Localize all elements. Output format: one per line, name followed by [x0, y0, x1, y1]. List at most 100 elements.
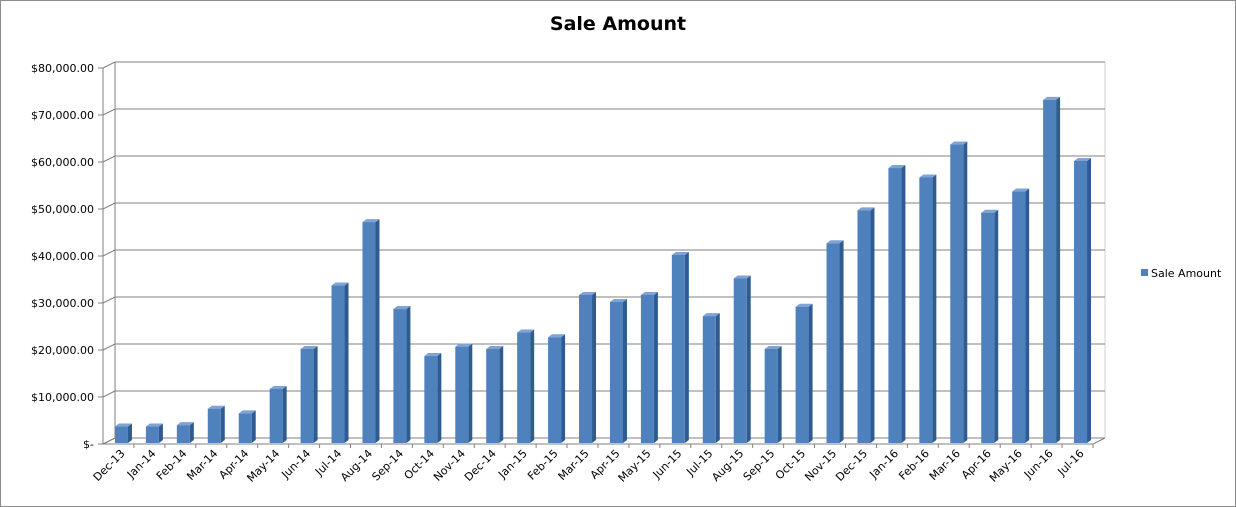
chart-title: Sale Amount — [549, 13, 687, 35]
bar — [702, 316, 716, 443]
bar-top — [981, 209, 999, 213]
bar — [517, 332, 531, 443]
bar-side — [406, 306, 411, 443]
x-tick-label: May-15 — [616, 447, 654, 485]
x-tick-label: Feb-14 — [154, 447, 190, 483]
bar-top — [393, 306, 411, 310]
bar-top — [857, 207, 875, 211]
bar-top — [919, 174, 937, 178]
bar — [950, 144, 964, 444]
x-tick-label: Nov-15 — [802, 447, 839, 484]
x-tick-label: Jan-14 — [124, 447, 159, 482]
x-tick-label: Jul-16 — [1055, 447, 1087, 479]
bar — [362, 222, 376, 443]
bar-top — [362, 219, 380, 223]
bar — [145, 426, 159, 443]
x-tick-label: Oct-14 — [402, 447, 437, 482]
bar — [857, 210, 871, 443]
bar-top — [207, 405, 225, 409]
bar — [795, 306, 809, 443]
bar-top — [176, 422, 194, 426]
bar-side — [622, 299, 627, 443]
bar — [733, 278, 747, 443]
bar-side — [994, 209, 999, 443]
bar — [919, 177, 933, 443]
x-tick-label: Mar-15 — [556, 447, 592, 483]
bar-top — [640, 291, 658, 295]
bar-side — [220, 405, 225, 443]
bar-top — [826, 240, 844, 244]
side-wall-gridline — [102, 61, 116, 69]
bar-side — [561, 334, 566, 443]
bar — [424, 356, 438, 443]
bar — [393, 309, 407, 443]
bar-side — [715, 313, 720, 443]
bar-side — [127, 423, 132, 443]
legend-swatch — [1141, 269, 1148, 276]
bar-side — [901, 165, 906, 444]
side-wall-gridline — [102, 390, 116, 398]
bar — [331, 285, 345, 443]
bar — [1012, 191, 1026, 443]
bar-side — [932, 174, 937, 443]
bar-top — [455, 343, 473, 347]
bar-top — [145, 423, 163, 427]
bar — [300, 349, 314, 443]
y-tick-label: $40,000.00 — [31, 250, 94, 263]
bar-side — [375, 219, 380, 443]
x-tick-label: Oct-15 — [773, 447, 808, 482]
bar-top — [238, 410, 256, 414]
x-tick-label: Sep-14 — [369, 447, 406, 484]
bar-side — [282, 385, 287, 443]
legend-label: Sale Amount — [1151, 267, 1222, 280]
bar-top — [1043, 96, 1061, 100]
x-tick-label: Aug-14 — [338, 447, 375, 484]
bar-top — [795, 303, 813, 307]
y-tick-label: $80,000.00 — [31, 62, 94, 75]
x-tick-label: Dec-14 — [462, 447, 499, 484]
y-tick-label: $70,000.00 — [31, 109, 94, 122]
side-wall-gridline — [102, 155, 116, 163]
bar-side — [313, 346, 318, 443]
bar-side — [808, 303, 813, 443]
bar-top — [114, 423, 132, 427]
y-tick-label: $30,000.00 — [31, 297, 94, 310]
bar-top — [764, 346, 782, 349]
x-tick-label: Mar-16 — [927, 447, 963, 483]
bar-top — [702, 313, 720, 317]
x-tick-label: Jun-16 — [1021, 447, 1056, 482]
x-tick-label: Feb-15 — [525, 447, 561, 483]
x-tick-label: Nov-14 — [431, 447, 468, 484]
bar-top — [300, 346, 318, 349]
x-tick-label: Jun-15 — [650, 447, 685, 482]
bar-top — [733, 275, 751, 279]
bar-side — [530, 329, 535, 443]
x-tick-label: May-14 — [244, 447, 282, 485]
bar-top — [1074, 158, 1092, 161]
bar-side — [746, 275, 751, 443]
bar-side — [158, 423, 163, 443]
bar-top — [609, 299, 627, 302]
side-wall-gridline — [102, 296, 116, 304]
bar-top — [269, 385, 287, 389]
x-tick-label: Feb-16 — [896, 447, 932, 483]
x-tick-label: Mar-14 — [184, 447, 220, 483]
bar-side — [499, 346, 504, 443]
x-tick-label: Jan-16 — [866, 447, 901, 482]
bar — [981, 212, 995, 443]
x-tick-label: Aug-15 — [709, 447, 746, 484]
bar-top — [579, 291, 597, 295]
y-tick-label: $- — [83, 438, 94, 451]
bar — [548, 337, 562, 443]
bar-side — [1025, 188, 1030, 443]
bar — [455, 346, 469, 443]
y-tick-label: $10,000.00 — [31, 391, 94, 404]
bar — [238, 413, 252, 443]
x-tick-label: Dec-15 — [833, 447, 870, 484]
bar — [1043, 99, 1057, 444]
bar-side — [1056, 96, 1061, 444]
bar-side — [251, 410, 256, 443]
bar-top — [888, 165, 906, 169]
y-tick-label: $60,000.00 — [31, 156, 94, 169]
